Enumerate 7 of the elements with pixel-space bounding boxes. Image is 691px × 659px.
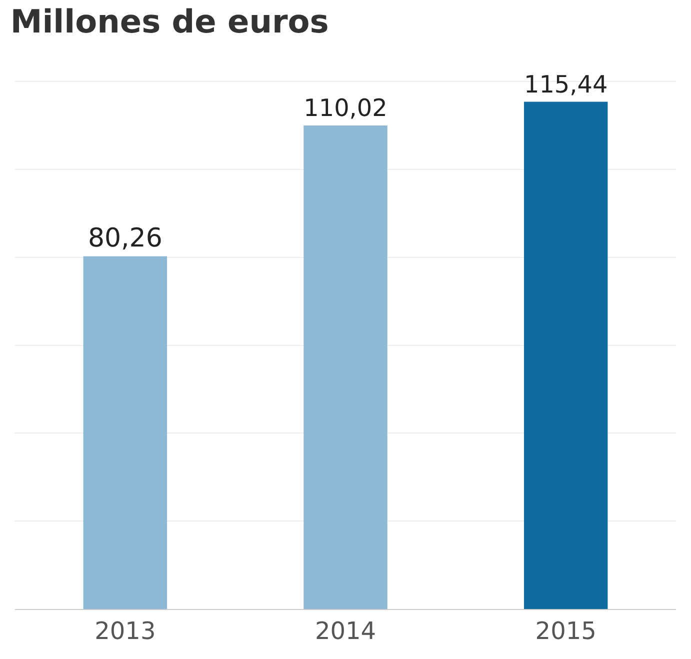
data-label: 80,26 <box>88 223 162 254</box>
x-tick-label: 2014 <box>314 616 376 645</box>
chart-title: Millones de euros <box>10 2 329 40</box>
x-tick-label: 2015 <box>535 616 596 645</box>
data-label: 110,02 <box>304 94 388 122</box>
data-label: 115,44 <box>524 70 608 98</box>
x-tick-label: 2013 <box>94 616 156 645</box>
